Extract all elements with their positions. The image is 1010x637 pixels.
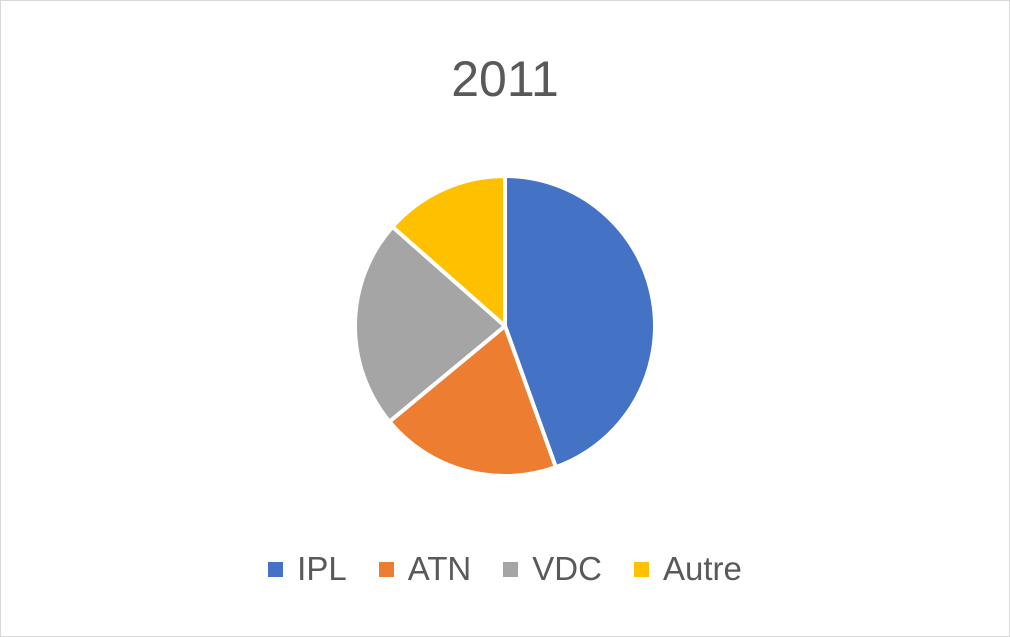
legend-label: ATN: [407, 550, 472, 587]
legend-label: Autre: [662, 550, 742, 587]
legend-swatch: [268, 561, 284, 577]
chart-title: 2011: [451, 51, 559, 107]
legend-label: VDC: [532, 550, 602, 587]
legend-swatch: [378, 561, 394, 577]
legend-swatch: [503, 561, 519, 577]
legend-item-vdc: VDC: [503, 547, 602, 591]
pie-slice-autre: [390, 174, 507, 328]
legend-item-autre: Autre: [633, 547, 742, 591]
chart-legend: IPL ATN VDC Autre: [0, 547, 1010, 591]
pie-slice-atn: [387, 324, 558, 478]
pie-slice-vdc: [353, 224, 507, 424]
legend-swatch: [633, 561, 649, 577]
legend-label: IPL: [297, 550, 347, 587]
legend-item-ipl: IPL: [268, 547, 347, 591]
pie-slice-ipl: [503, 174, 657, 470]
legend-item-atn: ATN: [378, 547, 472, 591]
